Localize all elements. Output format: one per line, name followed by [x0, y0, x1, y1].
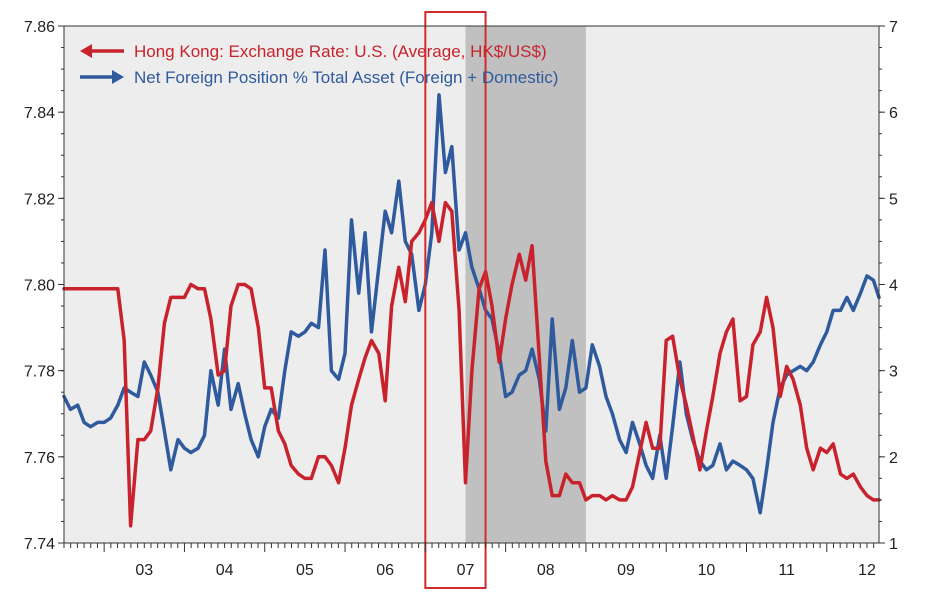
right-axis-tick-label: 3	[889, 364, 898, 381]
legend-entry-net-foreign-position: Net Foreign Position % Total Asset (Fore…	[80, 68, 558, 87]
x-axis-tick-label: 12	[858, 562, 876, 579]
x-axis-tick-label: 03	[135, 562, 153, 579]
recession-shaded-region	[465, 26, 586, 543]
x-axis-tick-label: 09	[617, 562, 635, 579]
legend-label-exchange-rate: Hong Kong: Exchange Rate: U.S. (Average,…	[134, 42, 547, 61]
right-arrow-icon	[112, 70, 124, 84]
x-axis-tick-label: 04	[216, 562, 234, 579]
series-line-exchange-rate	[62, 200, 881, 528]
x-axis-tick-label: 07	[457, 562, 475, 579]
left-axis-tick-label: 7.82	[24, 191, 55, 208]
highlight-box	[424, 11, 487, 589]
legend-label-net-foreign-position: Net Foreign Position % Total Asset (Fore…	[134, 68, 558, 87]
left-axis-tick-label: 7.80	[24, 278, 55, 295]
right-axis-tick-label: 7	[889, 19, 898, 36]
right-axis-tick-label: 4	[889, 278, 898, 295]
left-axis-tick-label: 7.76	[24, 450, 55, 467]
series-line-net-foreign-position	[62, 93, 881, 515]
right-axis-tick-label: 2	[889, 450, 898, 467]
left-axis-tick-label: 7.86	[24, 19, 55, 36]
x-axis-tick-label: 05	[296, 562, 314, 579]
x-axis-tick-label: 11	[778, 562, 795, 579]
x-axis-tick-label: 06	[376, 562, 394, 579]
right-axis-tick-label: 6	[889, 105, 898, 122]
right-axis-tick-label: 5	[889, 191, 898, 208]
x-axis-tick-label: 10	[697, 562, 715, 579]
right-axis-tick-label: 1	[889, 536, 898, 553]
series-layer	[62, 93, 881, 528]
left-axis-tick-label: 7.74	[24, 536, 55, 553]
left-axis-tick-label: 7.84	[24, 105, 55, 122]
legend-entry-exchange-rate: Hong Kong: Exchange Rate: U.S. (Average,…	[80, 42, 547, 61]
x-axis-tick-label: 08	[537, 562, 555, 579]
left-arrow-icon	[80, 44, 92, 58]
left-axis-tick-label: 7.78	[24, 364, 55, 381]
legend: Hong Kong: Exchange Rate: U.S. (Average,…	[80, 42, 558, 87]
